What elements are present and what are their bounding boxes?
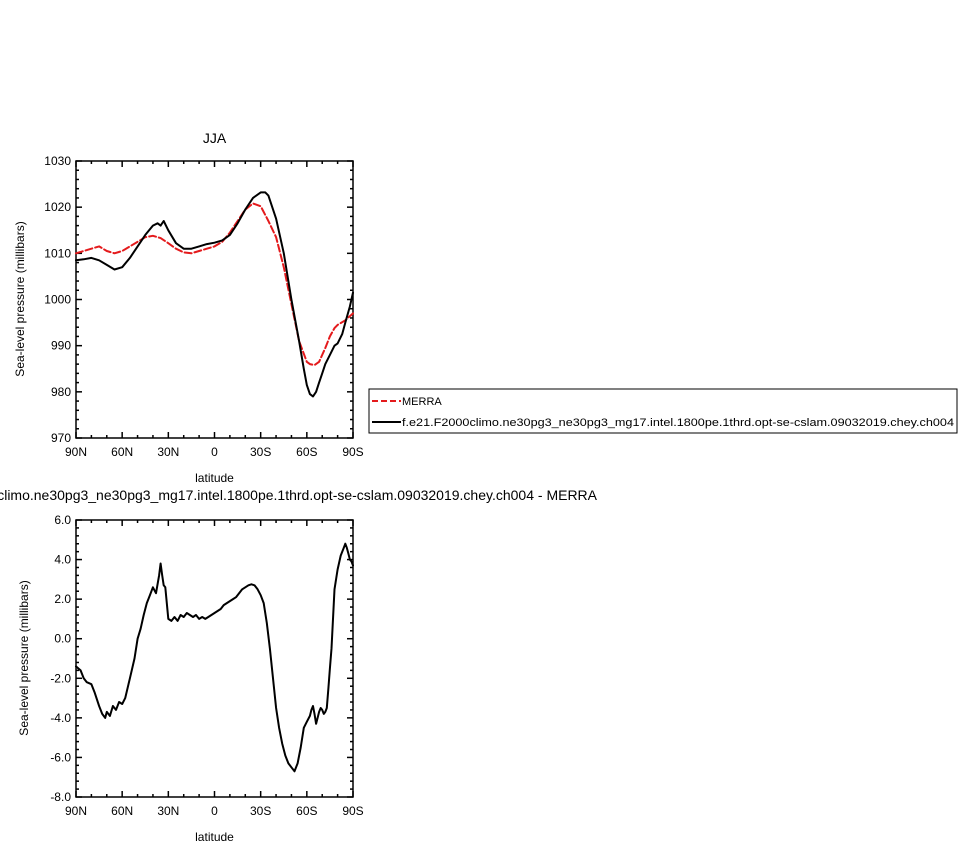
chart-bottom-x-tick-label: 30N — [157, 804, 179, 818]
chart-top-x-axis-label: latitude — [195, 471, 234, 485]
chart-bottom-x-axis-label: latitude — [195, 830, 234, 844]
chart-bottom-x-tick-label: 0 — [211, 804, 218, 818]
chart-bottom-y-tick-label: 0.0 — [54, 632, 71, 646]
chart-bottom-y-tick-label: -6.0 — [50, 750, 71, 764]
chart-bottom-y-tick-label: 6.0 — [54, 513, 71, 527]
chart-top-x-tick-label: 60N — [111, 445, 133, 459]
chart-top-y-tick-label: 970 — [51, 431, 71, 445]
legend-label-merra: MERRA — [402, 396, 442, 408]
chart-bottom-title: f.e21.F2000climo.ne30pg3_ne30pg3_mg17.in… — [0, 487, 598, 503]
chart-bottom-series-line-0 — [75, 542, 354, 773]
chart-bottom-x-tick-label: 90N — [65, 804, 87, 818]
chart-bottom-y-tick-label: 2.0 — [54, 592, 71, 606]
chart-top-y-tick-label: 1020 — [44, 200, 71, 214]
chart-bottom-y-tick-label: -4.0 — [50, 711, 71, 725]
chart-bottom-y-tick-label: -2.0 — [50, 671, 71, 685]
chart-top-y-tick-label: 1010 — [44, 246, 71, 260]
chart-top-plot-area: 90N 60N 30N 0 30S 60S 90S 970 980 990 1000 1010 1020… — [44, 154, 363, 459]
chart-top-y-axis-label: Sea-level pressure (millibars) — [13, 221, 27, 376]
chart-bottom-x-tick-label: 30S — [250, 804, 271, 818]
chart-bottom-plot-area: 90N 60N 30N 0 30S 60S 90S -8.0 -6.0 -4.0 -2.0 0.0 2.… — [50, 513, 363, 818]
chart-top-y-tick-label: 990 — [51, 339, 71, 353]
chart-top-title: JJA — [203, 130, 227, 146]
chart-bottom-y-tick-label: 4.0 — [54, 553, 71, 567]
chart-bottom: f.e21.F2000climo.ne30pg3_ne30pg3_mg17.in… — [0, 487, 598, 844]
chart-bottom-y-tick-label: -8.0 — [50, 790, 71, 804]
chart-top-series-line-0 — [75, 202, 354, 367]
legend-label-model: f.e21.F2000climo.ne30pg3_ne30pg3_mg17.in… — [402, 417, 954, 429]
chart-bottom-x-tick-label: 90S — [342, 804, 363, 818]
chart-bottom-frame — [75, 519, 354, 798]
chart-top-x-tick-label: 0 — [211, 445, 218, 459]
chart-top-legend: MERRA f.e21.F2000climo.ne30pg3_ne30pg3_m… — [368, 388, 958, 434]
legend-box — [368, 388, 958, 434]
chart-bottom-y-axis-label: Sea-level pressure (millibars) — [17, 580, 31, 735]
chart-top-x-tick-label: 30N — [157, 445, 179, 459]
chart-top-series-line-1 — [75, 191, 354, 398]
chart-top-y-tick-label: 980 — [51, 385, 71, 399]
chart-top-x-tick-label: 90S — [342, 445, 363, 459]
chart-top-y-tick-label: 1030 — [44, 154, 71, 168]
chart-bottom-x-tick-label: 60N — [111, 804, 133, 818]
chart-top-y-tick-label: 1000 — [44, 293, 71, 307]
chart-top-x-tick-label: 90N — [65, 445, 87, 459]
chart-top: JJA 90N 60N 30N 0 30S 60S 90S 970 980 990 1000 1010… — [13, 130, 364, 485]
chart-top-x-tick-label: 30S — [250, 445, 271, 459]
chart-bottom-x-tick-label: 60S — [296, 804, 317, 818]
chart-top-x-tick-label: 60S — [296, 445, 317, 459]
